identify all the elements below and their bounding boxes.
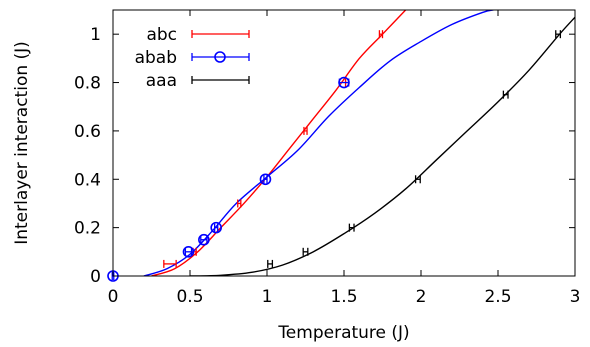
data-point-aaa bbox=[555, 30, 562, 39]
data-point-aaa bbox=[414, 175, 421, 184]
legend-sample-abab bbox=[191, 51, 250, 63]
data-point-aaa bbox=[502, 90, 509, 99]
legend-label-abab: abab bbox=[135, 48, 177, 68]
x-tick-label: 0 bbox=[108, 287, 119, 307]
legend-sample-aaa bbox=[191, 76, 250, 84]
x-tick-label: 2.5 bbox=[484, 287, 511, 307]
plot-frame bbox=[112, 9, 576, 277]
series-line-abc bbox=[151, 10, 407, 276]
y-tick-label: 0 bbox=[90, 267, 101, 287]
x-tick-label: 0.5 bbox=[176, 287, 203, 307]
y-tick-label: 1 bbox=[90, 25, 101, 45]
y-axis-ticks: 0 0.2 0.4 0.6 0.8 1 bbox=[74, 25, 575, 287]
legend-label-abc: abc bbox=[146, 25, 177, 45]
data-point-abab bbox=[210, 221, 222, 234]
data-point-aaa bbox=[267, 259, 274, 268]
legend: abc abab aaa bbox=[135, 25, 250, 91]
data-point-abc bbox=[163, 259, 177, 268]
y-tick-label: 0.6 bbox=[74, 122, 101, 142]
data-point-aaa bbox=[348, 223, 355, 232]
data-point-abab bbox=[338, 76, 350, 89]
y-tick-label: 0.4 bbox=[74, 170, 101, 190]
x-tick-label: 2 bbox=[416, 287, 427, 307]
data-point-aaa bbox=[302, 247, 309, 256]
legend-sample-abc bbox=[191, 30, 250, 38]
data-point-abc bbox=[303, 126, 308, 135]
x-tick-label: 1 bbox=[262, 287, 273, 307]
series-line-abab bbox=[143, 10, 494, 276]
x-tick-label: 1.5 bbox=[330, 287, 357, 307]
y-tick-label: 0.2 bbox=[74, 219, 101, 239]
y-tick-label: 0.8 bbox=[74, 74, 101, 94]
data-point-abab bbox=[259, 173, 272, 186]
series-line-aaa bbox=[189, 16, 575, 276]
data-point-abab bbox=[198, 233, 210, 246]
x-axis-ticks: 0 0.5 1 1.5 2 2.5 3 bbox=[108, 10, 581, 307]
legend-label-aaa: aaa bbox=[146, 71, 177, 91]
x-axis-label: Temperature (J) bbox=[277, 323, 409, 343]
data-point-abc bbox=[237, 199, 242, 208]
data-point-abc bbox=[378, 30, 384, 39]
series-points bbox=[107, 30, 562, 282]
data-point-abab bbox=[182, 246, 195, 258]
y-axis-label: Interlayer interaction (J) bbox=[12, 41, 32, 245]
x-tick-label: 3 bbox=[570, 287, 581, 307]
series-curves bbox=[143, 10, 575, 276]
